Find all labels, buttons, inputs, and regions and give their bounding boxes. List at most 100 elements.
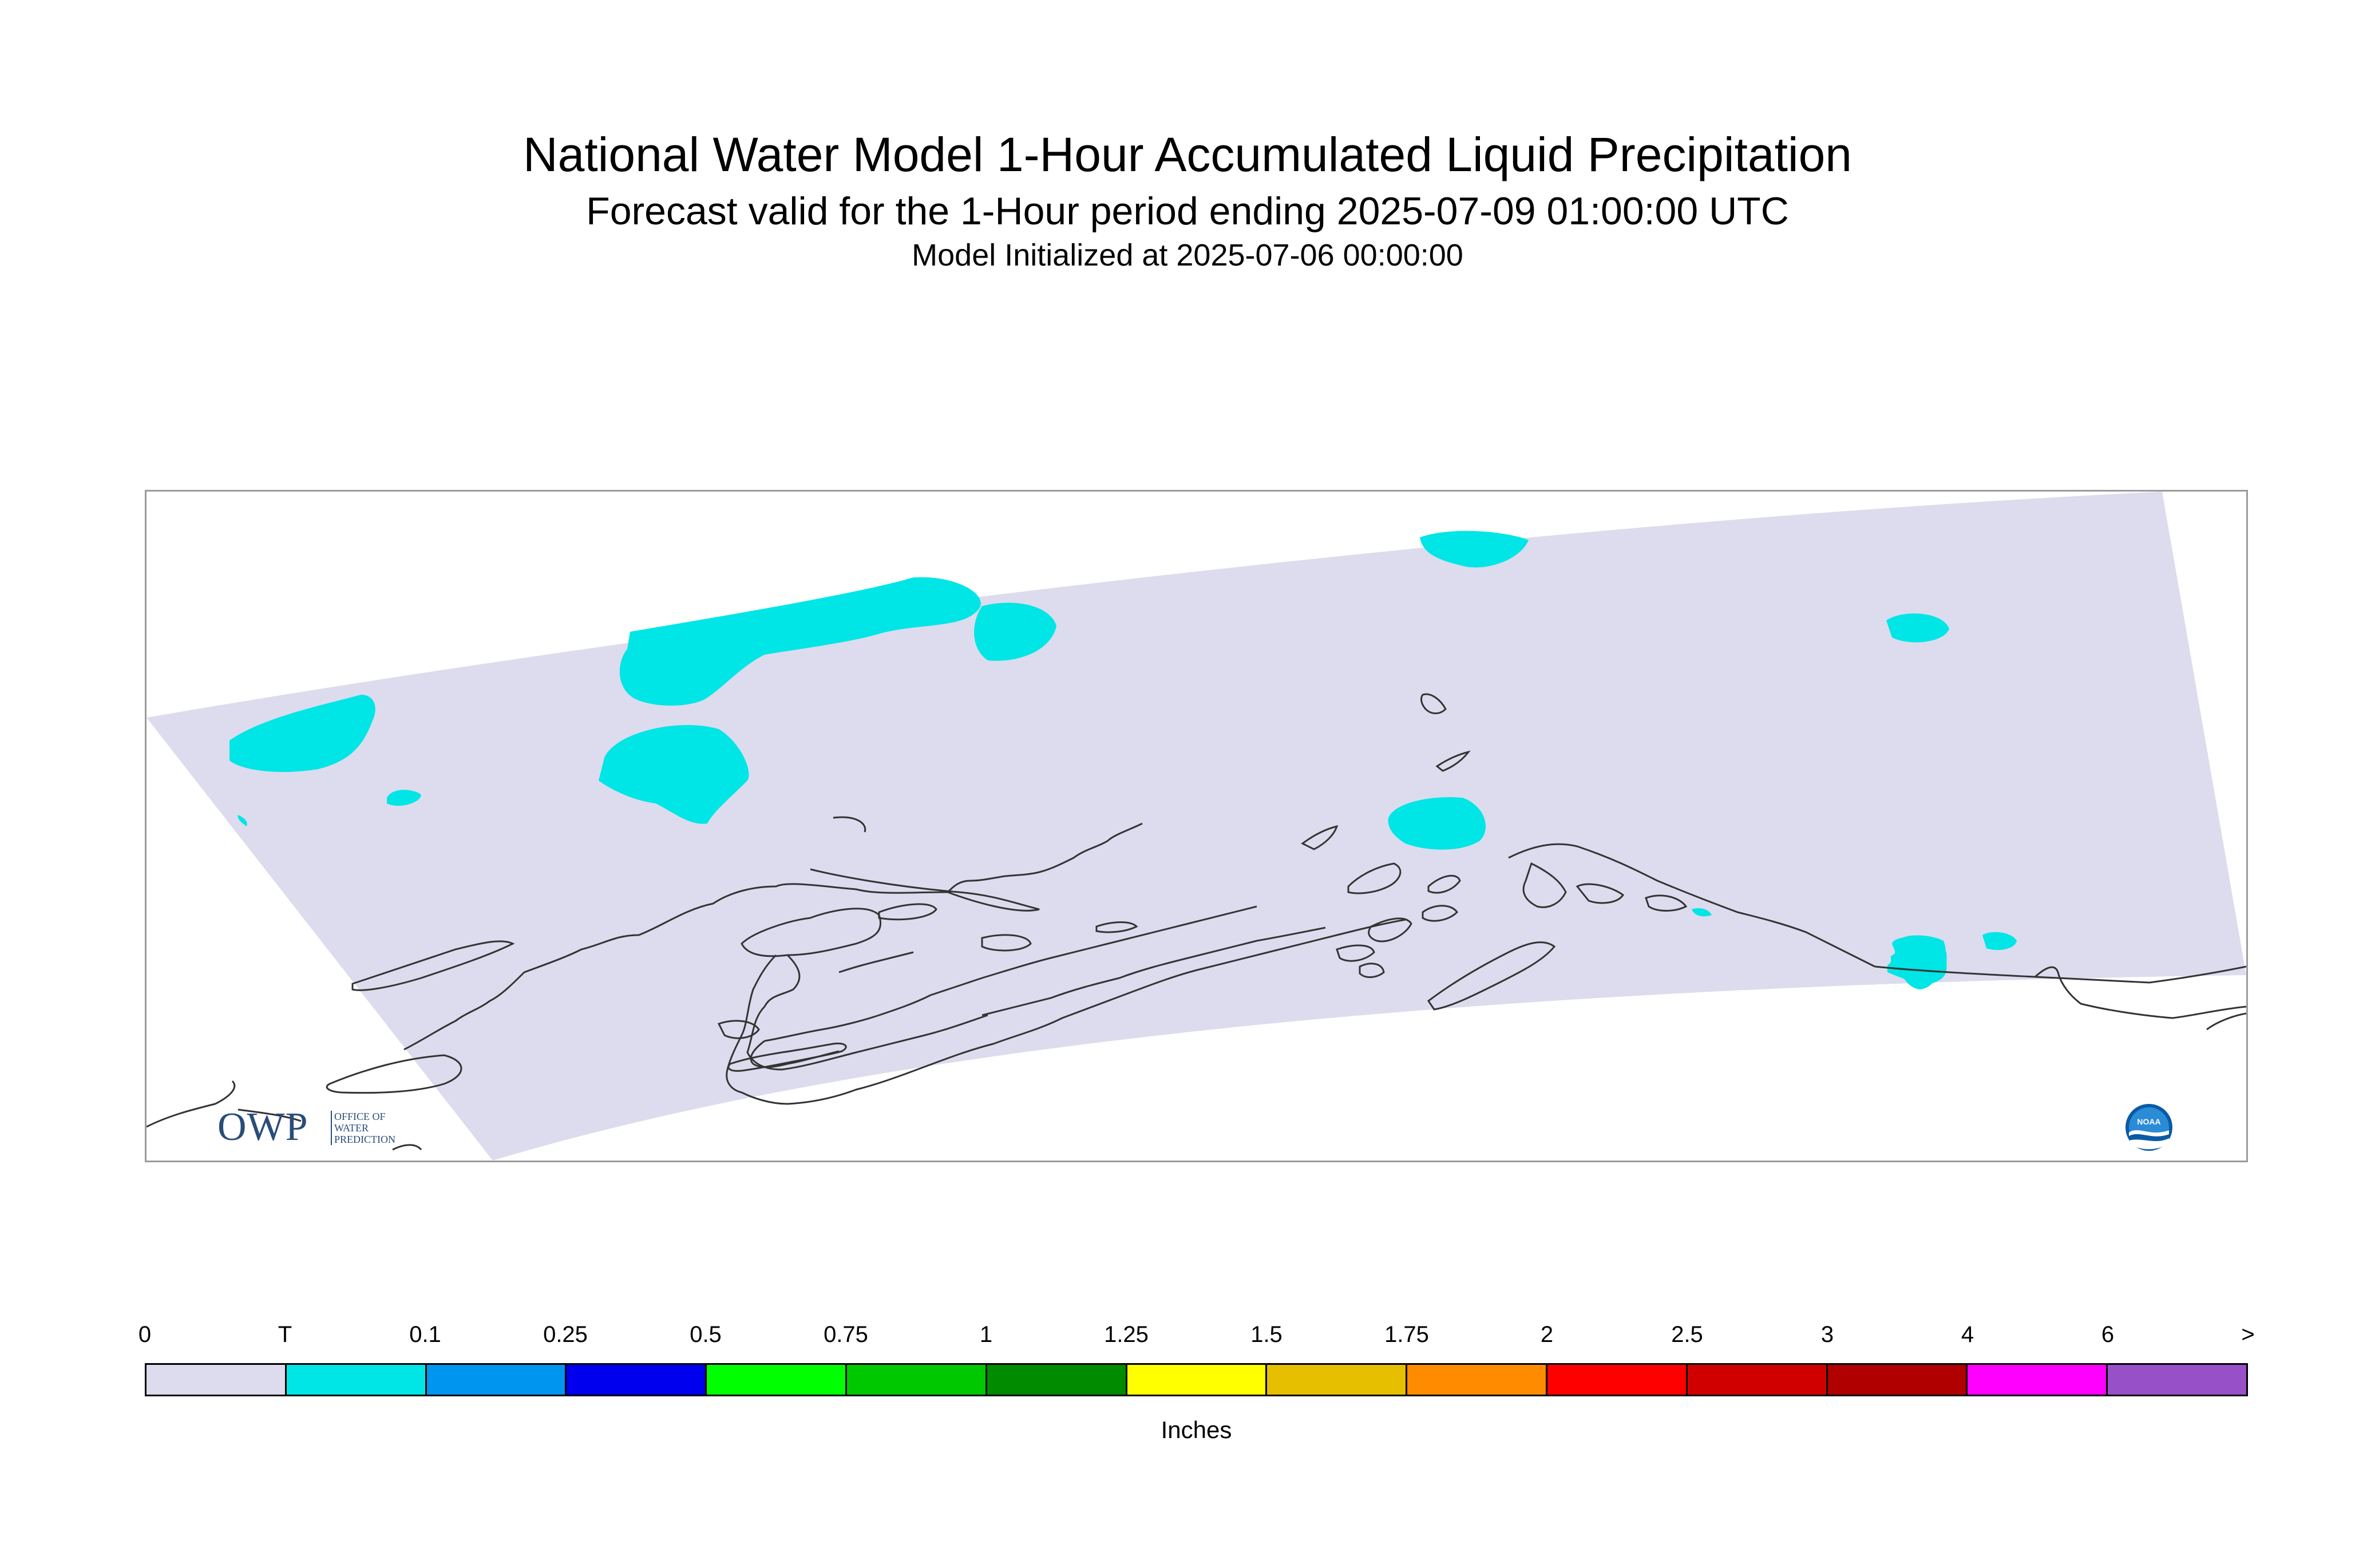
coastline-islands: [1095, 921, 1138, 933]
legend-swatch: [707, 1365, 847, 1395]
owp-logo: OWP OFFICE OF WATER PREDICTION: [217, 1107, 423, 1150]
coastlines: [147, 693, 2246, 1151]
border-canada: [2034, 966, 2246, 1019]
precip-area: [1982, 932, 2017, 951]
coastline-mainland: [403, 868, 1040, 1051]
noaa-logo: NOAA: [2124, 1103, 2174, 1152]
precip-area: [599, 725, 749, 824]
precip-area: [387, 790, 421, 806]
legend-tick-label: >: [2241, 1322, 2255, 1347]
legend-tick-label: 0: [138, 1322, 152, 1347]
legend-swatch: [426, 1365, 567, 1395]
coastline-bering: [326, 1054, 462, 1094]
coastline-peninsula: [764, 905, 1257, 1042]
coastline-islands: [1422, 905, 1458, 922]
border-canada: [1874, 965, 2150, 984]
legend-units: Inches: [1161, 1416, 1232, 1443]
noaa-emblem-text: NOAA: [2137, 1117, 2160, 1126]
coastline-islands: [1427, 941, 1556, 1011]
map-canvas: [147, 492, 2246, 1161]
precip-area: [238, 815, 247, 826]
legend-swatch: [1968, 1365, 2108, 1395]
coastline-sound: [1347, 862, 1402, 894]
coastline-islands: [1420, 693, 1447, 714]
coastline-mainland: [981, 926, 1326, 1016]
map-panel: [145, 490, 2248, 1162]
owp-logo-line: WATER: [334, 1122, 369, 1134]
precip-area: [1388, 797, 1486, 850]
legend-swatch: [567, 1365, 707, 1395]
legend-colorbar: [145, 1363, 2248, 1396]
coastline-mainland: [947, 822, 1143, 893]
owp-logo-line: OFFICE OF: [334, 1111, 386, 1122]
noaa-emblem: NOAA: [2125, 1104, 2172, 1151]
precip-area: [1891, 950, 1941, 984]
coastline-mainland: [741, 918, 1406, 1105]
legend-tick-label: 0.75: [824, 1322, 868, 1347]
legend-swatch: [1407, 1365, 1547, 1395]
legend-tick-label: 1.25: [1104, 1322, 1149, 1347]
precip-area: [974, 603, 1056, 661]
legend-swatch: [1127, 1365, 1268, 1395]
coastline-bering: [833, 816, 866, 833]
precip-area: [1886, 613, 1949, 643]
legend-swatch: [1827, 1365, 1968, 1395]
legend-tick-label: 2: [1540, 1322, 1554, 1347]
legend-tick-label: 1: [979, 1322, 993, 1347]
coastline-mainland: [726, 954, 777, 1094]
coastline-bering: [147, 1080, 236, 1128]
coastline-canada: [2206, 1012, 2246, 1031]
legend-swatch: [1687, 1365, 1828, 1395]
legend-tick-label: 0.1: [409, 1322, 441, 1347]
legend-swatch: [987, 1365, 1127, 1395]
legend-tick-label: 0.5: [690, 1322, 722, 1347]
coastline-inlet: [1301, 825, 1339, 850]
coastline-mainland: [746, 954, 988, 1071]
owp-logo-line: PREDICTION: [334, 1134, 395, 1145]
coastline-islands: [1359, 963, 1385, 978]
precip-area: [229, 695, 375, 772]
legend-tick-label: 6: [2101, 1322, 2115, 1347]
legend-tick-label: 0.25: [543, 1322, 588, 1347]
coastline-gulf: [1645, 894, 1688, 912]
coastline-bering: [392, 1144, 422, 1151]
legend-labels: 0 T 0.1 0.25 0.5 0.75 1 1.25 1.5 1.75 2 2.5 3 4 6 >: [138, 1316, 2255, 1351]
coastline-islands: [1435, 750, 1471, 772]
coastline-mainland: [878, 903, 937, 921]
coastline-bering: [351, 940, 515, 991]
model-init-time: Model Initialized at 2025-07-06 00:00:00: [912, 238, 1463, 272]
coastline-mainland: [741, 908, 882, 957]
legend-swatch: [2108, 1365, 2246, 1395]
precip-area: [1692, 908, 1712, 917]
legend-tick-label: 1.5: [1250, 1322, 1282, 1347]
legend-swatch: [846, 1365, 987, 1395]
legend-tick-label: 2.5: [1671, 1322, 1703, 1347]
coastline-islands: [1336, 944, 1375, 962]
coastline-islands: [1368, 917, 1412, 943]
legend-tick-label: 1.75: [1384, 1322, 1429, 1347]
precip-area: [1420, 530, 1529, 568]
map-subtitle: Forecast valid for the 1-Hour period end…: [586, 189, 1789, 233]
coastline-gulf: [1522, 862, 1567, 908]
legend-swatch: [1547, 1365, 1688, 1395]
model-domain: [147, 492, 2246, 1161]
coastline-bering: [838, 951, 914, 973]
precip-area: [619, 577, 981, 706]
legend-tick-label: T: [278, 1322, 292, 1347]
trace-precip-areas: [229, 530, 2017, 989]
owp-logo-letters: OWP: [217, 1105, 308, 1149]
legend-swatch: [286, 1365, 427, 1395]
coastline-gulf: [1576, 883, 1625, 904]
coastline-islands: [727, 1042, 847, 1072]
coastline-bering: [238, 1108, 302, 1122]
map-title: National Water Model 1-Hour Accumulated …: [522, 128, 1852, 181]
owp-logo-subtitle: OFFICE OF WATER PREDICTION: [331, 1111, 395, 1145]
legend-swatch: [1267, 1365, 1408, 1395]
coastline-gulf: [1508, 843, 1875, 968]
coastline-islands: [981, 934, 1032, 952]
legend-tick-label: 3: [1820, 1322, 1834, 1347]
title-block: National Water Model 1-Hour Accumulated …: [0, 0, 2375, 298]
coastline-bering: [717, 1020, 760, 1039]
legend-tick-label: 4: [1961, 1322, 1974, 1347]
color-legend: 0 T 0.1 0.25 0.5 0.75 1 1.25 1.5 1.75 2 2.5 3 4 6 > Inc…: [138, 1316, 2255, 1454]
